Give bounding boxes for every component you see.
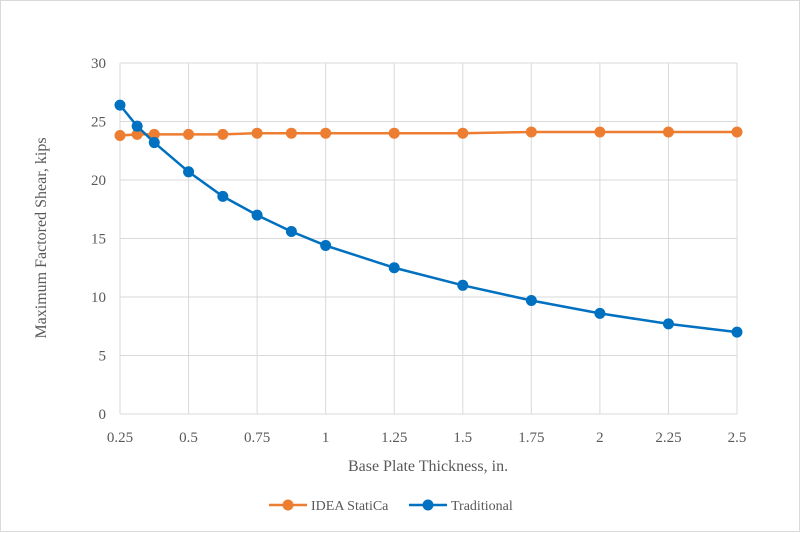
data-point [594,126,606,138]
gridlines [119,62,738,415]
x-tick-label: 0.5 [179,430,198,446]
data-point [731,326,743,338]
data-point [388,262,400,274]
x-tick-label: 0.25 [107,430,133,446]
data-point [662,126,674,138]
data-point [183,166,195,178]
y-tick-label: 5 [99,349,107,365]
y-tick-label: 15 [91,232,106,248]
data-point [320,127,332,139]
y-tick-label: 10 [91,290,106,306]
data-point [131,120,143,132]
x-tick-label: 1.75 [518,430,544,446]
y-tick-label: 20 [91,173,106,189]
y-tick-label: 30 [91,56,106,72]
legend-entry: Traditional [409,499,513,514]
data-point [320,240,332,252]
data-point [148,137,160,149]
data-point [525,126,537,138]
series-line [119,130,737,137]
data-point [114,130,126,142]
legend-marker [282,499,294,511]
x-tick-label: 0.75 [244,430,270,446]
data-point [148,128,160,140]
data-point [183,128,195,140]
y-tick-label: 0 [99,407,107,423]
legend-entry: IDEA StatiCa [269,499,389,514]
x-tick-label: 2.25 [655,430,681,446]
x-tick-label: 2 [596,430,604,446]
x-tick-label: 1 [322,430,330,446]
data-point [731,126,743,138]
legend-label: IDEA StatiCa [311,499,389,514]
data-point [251,127,263,139]
x-tick-label: 1.5 [453,430,472,446]
legend: IDEA StatiCa Traditional [269,499,513,514]
data-point [217,190,229,202]
tick-labels: 0 5 10 15 20 25 30 0.25 0.5 0.75 1 1.25 1.5 1.75 2 2.25… [91,56,746,446]
data-point [594,307,606,319]
series-line [119,104,738,334]
legend-label: Traditional [451,499,513,514]
data-point [251,209,263,221]
x-tick-label: 2.5 [728,430,747,446]
series-idea-statica [114,126,743,142]
series-traditional [114,99,743,338]
data-point [662,318,674,330]
data-point [285,225,297,237]
data-point [388,127,400,139]
y-axis-label: Maximum Factored Shear, kips [33,137,50,338]
data-point [525,295,537,307]
data-point [457,279,469,291]
legend-marker [422,499,434,511]
data-point [131,128,143,140]
data-point [285,127,297,139]
series-lines [114,99,743,338]
data-point [457,127,469,139]
y-tick-label: 25 [91,115,106,131]
data-point [114,99,126,111]
data-point [217,128,229,140]
x-tick-label: 1.25 [381,430,407,446]
x-axis-label: Base Plate Thickness, in. [348,458,508,475]
